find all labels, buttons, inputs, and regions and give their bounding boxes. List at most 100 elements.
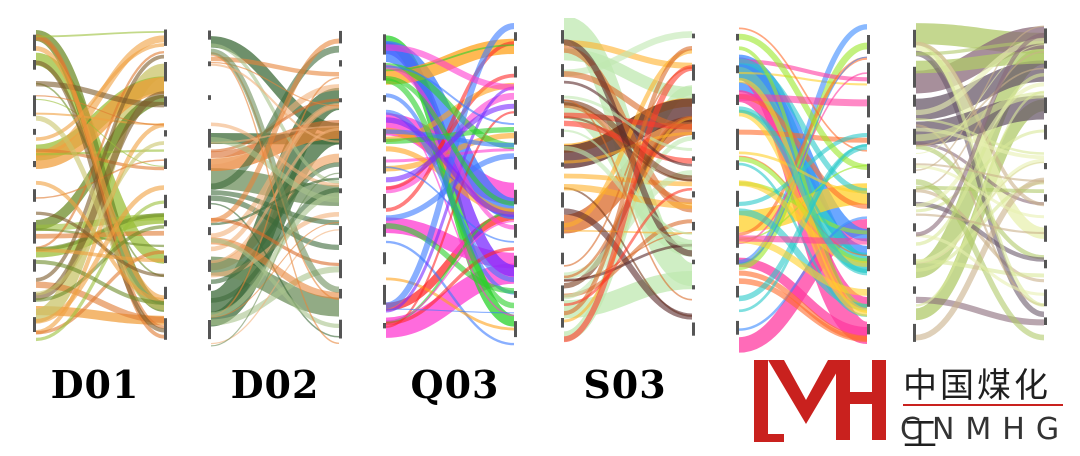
flow-link xyxy=(210,137,340,203)
left-node xyxy=(913,29,916,48)
right-node xyxy=(514,66,517,78)
left-node xyxy=(561,192,564,208)
left-node xyxy=(33,189,36,202)
right-node xyxy=(1044,97,1047,114)
right-node xyxy=(514,255,517,268)
left-node xyxy=(913,66,916,88)
right-node xyxy=(164,255,167,264)
flow-link xyxy=(35,98,165,167)
flow-link xyxy=(35,141,165,296)
flow-link xyxy=(35,200,165,342)
right-node xyxy=(692,131,695,140)
left-node xyxy=(913,286,916,294)
logo-text-en: CNMHG xyxy=(900,412,1071,447)
flow-link xyxy=(738,106,868,276)
left-node xyxy=(208,158,211,171)
right-node xyxy=(339,98,342,103)
right-node xyxy=(514,224,517,238)
flow-link xyxy=(738,56,868,264)
flow-link xyxy=(738,236,868,296)
flow-link xyxy=(210,54,340,345)
flow-link xyxy=(35,34,165,339)
flow-link xyxy=(385,223,515,294)
caption-d01: D01 xyxy=(50,362,140,407)
left-node xyxy=(208,259,211,272)
left-node xyxy=(33,60,36,70)
left-node xyxy=(736,94,739,105)
flow-link xyxy=(35,180,165,302)
flow-link xyxy=(35,225,165,302)
left-node xyxy=(913,189,916,206)
left-node xyxy=(383,323,386,329)
left-node xyxy=(561,285,564,302)
right-node xyxy=(164,158,167,169)
right-node xyxy=(692,259,695,265)
flow-link xyxy=(210,221,340,318)
right-node xyxy=(164,220,167,227)
flow-link xyxy=(35,250,165,335)
flow-link xyxy=(210,45,340,191)
flow-link xyxy=(35,211,165,278)
right-node xyxy=(867,35,870,54)
left-node xyxy=(736,33,739,41)
left-node xyxy=(383,252,386,265)
flow-link xyxy=(563,187,693,307)
right-node xyxy=(1044,317,1047,325)
flow-link xyxy=(385,240,515,346)
right-node xyxy=(1044,28,1047,44)
flow-link xyxy=(915,164,1045,219)
caption-d02: D02 xyxy=(230,362,320,407)
left-node xyxy=(736,160,739,170)
left-node xyxy=(208,195,211,209)
flow-link xyxy=(210,192,340,318)
right-node xyxy=(339,157,342,179)
flow-link xyxy=(385,64,515,230)
left-node xyxy=(561,318,564,328)
caption-q03: Q03 xyxy=(410,362,500,407)
left-node xyxy=(913,223,916,232)
flow-link xyxy=(738,180,868,267)
left-node xyxy=(561,221,564,239)
left-node xyxy=(561,128,564,138)
right-node xyxy=(339,60,342,67)
flow-link xyxy=(385,277,515,331)
right-node xyxy=(339,30,342,44)
flow-link xyxy=(385,117,515,218)
right-node xyxy=(339,188,342,194)
left-node xyxy=(33,259,36,272)
left-node xyxy=(736,190,739,207)
right-node xyxy=(339,259,342,279)
left-node xyxy=(208,30,211,40)
left-node xyxy=(736,65,739,74)
flow-link xyxy=(35,95,165,126)
flow-link xyxy=(738,235,868,245)
flow-link xyxy=(738,58,868,194)
flow-link xyxy=(35,123,165,335)
left-node xyxy=(913,94,916,107)
right-node xyxy=(164,96,167,107)
right-node xyxy=(514,189,517,205)
left-node xyxy=(33,128,36,135)
flow-link xyxy=(210,63,340,143)
left-node xyxy=(383,128,386,143)
right-node xyxy=(867,163,870,178)
left-node xyxy=(208,61,211,67)
flow-link xyxy=(35,77,165,170)
right-node xyxy=(867,124,870,145)
flow-link xyxy=(738,133,868,206)
left-node xyxy=(736,285,739,298)
left-node xyxy=(208,227,211,236)
flow-link xyxy=(210,127,340,264)
right-node xyxy=(692,93,695,104)
flow-link xyxy=(35,259,165,305)
right-node xyxy=(514,321,517,338)
right-node xyxy=(867,227,870,250)
left-node xyxy=(383,34,386,55)
left-node xyxy=(561,252,564,265)
right-node xyxy=(339,130,342,150)
flow-link xyxy=(385,308,515,314)
left-node xyxy=(561,30,564,44)
left-node xyxy=(561,95,564,104)
right-node xyxy=(692,33,695,39)
